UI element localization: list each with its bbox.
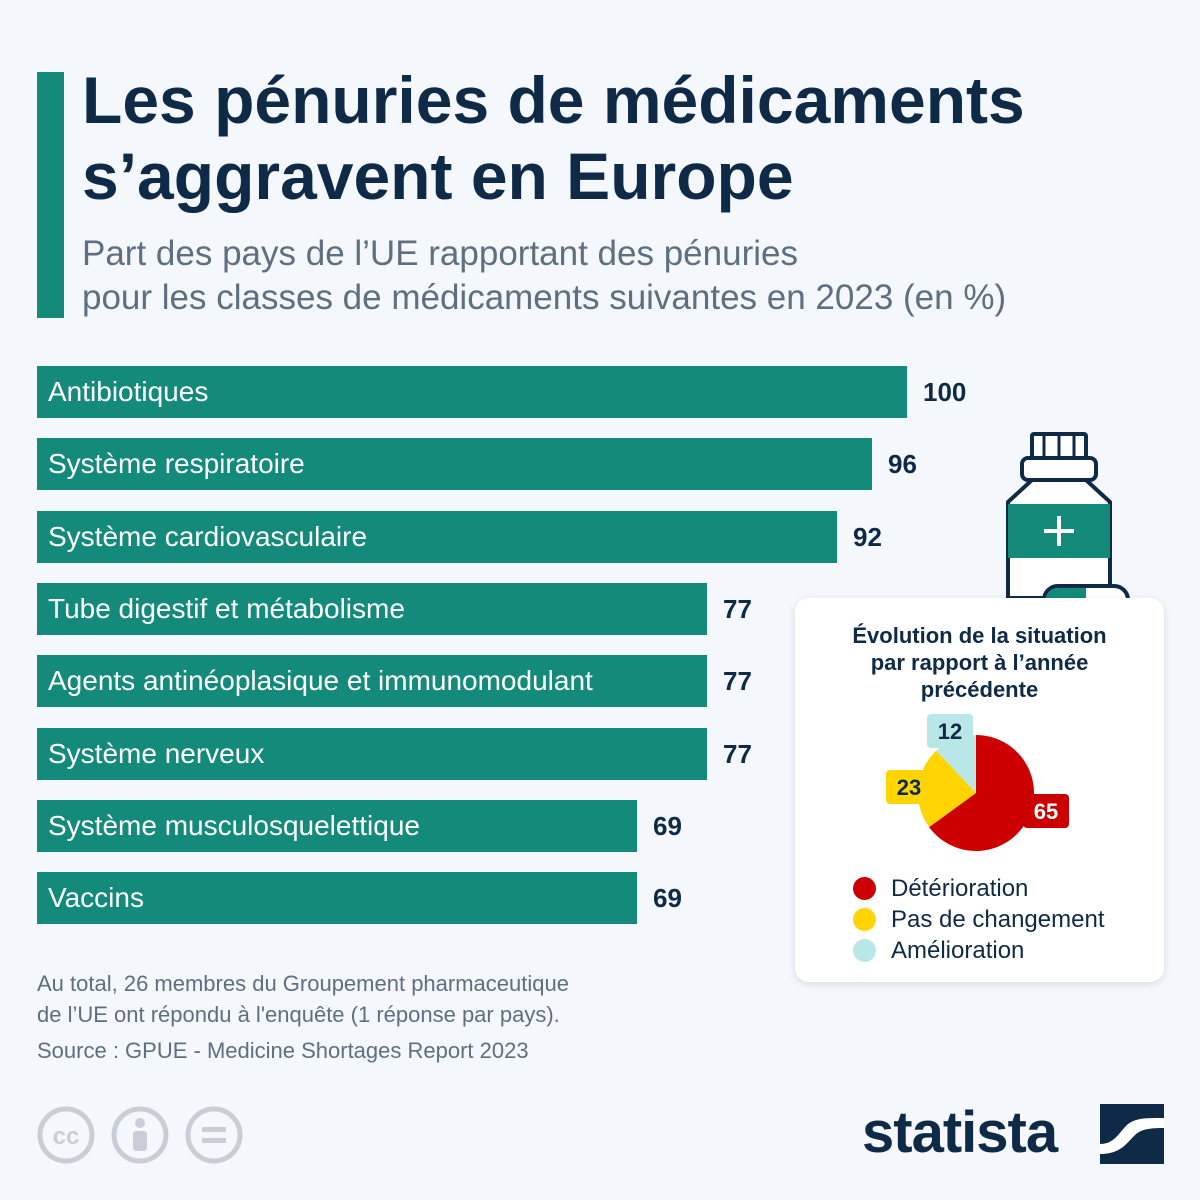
page-subtitle: Part des pays de l’UE rapportant des pén…	[82, 232, 1182, 320]
pie-chart: 65 23 12	[886, 714, 1069, 851]
statista-logo: statista	[862, 1098, 1172, 1168]
bar-value-5: 77	[723, 666, 752, 696]
title-line-1: Les pénuries de médicaments	[82, 63, 1025, 137]
bar-value-8: 69	[653, 883, 682, 913]
legend-label-no-change: Pas de changement	[891, 906, 1105, 933]
statista-logo-text: statista	[862, 1100, 1058, 1165]
bar-label-8: Vaccins	[48, 882, 144, 913]
legend-item-deterioration: Détérioration	[853, 873, 1153, 904]
bar-value-3: 92	[853, 522, 882, 552]
no-derivatives-icon	[185, 1106, 243, 1164]
footnote: Au total, 26 membres du Groupement pharm…	[37, 968, 737, 1030]
pie-value-label-deterioration: 65	[1023, 794, 1069, 828]
bar-5: Agents antinéoplasique et immunomodulant	[37, 655, 707, 707]
cc-icon: cc	[37, 1106, 95, 1164]
pie-title-line-3: précédente	[920, 677, 1039, 702]
statista-logo-icon	[1100, 1104, 1164, 1164]
bar-label-4: Tube digestif et métabolisme	[48, 593, 405, 624]
svg-text:23: 23	[897, 775, 921, 800]
svg-text:65: 65	[1034, 799, 1058, 824]
pie-slice-no-change	[918, 750, 976, 828]
bar-value-2: 96	[888, 449, 917, 479]
legend-label-improvement: Amélioration	[891, 937, 1025, 964]
bar-value-1: 100	[923, 377, 967, 407]
bar-label-7: Système musculosquelettique	[48, 810, 420, 841]
subtitle-line-1: Part des pays de l’UE rapportant des pén…	[82, 234, 798, 273]
pie-value-label-no-change: 23	[886, 770, 932, 804]
bar-4: Tube digestif et métabolisme	[37, 583, 707, 635]
title-line-2: s’aggravent en Europe	[82, 139, 794, 213]
pie-value-label-improvement: 12	[927, 714, 973, 748]
pie-slice-improvement	[936, 735, 976, 793]
legend-item-improvement: Amélioration	[853, 935, 1153, 966]
title-accent-bar	[37, 72, 64, 318]
legend-dot-improvement	[853, 939, 876, 962]
bar-6: Système nerveux	[37, 728, 707, 780]
medicine-bottle-icon	[1006, 432, 1130, 616]
license-icons: cc	[37, 1106, 243, 1164]
bar-3: Système cardiovasculaire	[37, 511, 837, 563]
svg-text:12: 12	[938, 719, 962, 744]
bar-label-3: Système cardiovasculaire	[48, 521, 368, 552]
pie-legend: Détérioration Pas de changement Améliora…	[853, 873, 1153, 966]
source-text: Source : GPUE - Medicine Shortages Repor…	[37, 1038, 529, 1063]
bar-value-4: 77	[723, 594, 752, 624]
legend-label-deterioration: Détérioration	[891, 875, 1029, 902]
bar-label-1: Antibiotiques	[48, 376, 209, 407]
legend-item-no-change: Pas de changement	[853, 904, 1153, 935]
bar-value-6: 77	[723, 739, 752, 769]
pie-title-line-2: par rapport à l’année	[870, 650, 1089, 675]
bar-value-7: 69	[653, 811, 682, 841]
page-title: Les pénuries de médicaments s’aggravent …	[82, 62, 1182, 214]
bar-label-5: Agents antinéoplasique et immunomodulant	[48, 665, 593, 696]
bar-8: Vaccins	[37, 872, 637, 924]
pie-title-line-1: Évolution de la situation	[852, 623, 1107, 648]
legend-dot-deterioration	[853, 877, 876, 900]
pie-chart-title: Évolution de la situation par rapport à …	[795, 622, 1164, 703]
pie-chart-panel: Évolution de la situation par rapport à …	[795, 598, 1164, 982]
bar-label-6: Système nerveux	[48, 738, 265, 769]
subtitle-line-2: pour les classes de médicaments suivante…	[82, 278, 1007, 317]
attribution-icon	[111, 1106, 169, 1164]
footnote-line-1: Au total, 26 membres du Groupement pharm…	[37, 971, 569, 996]
bar-chart: Antibiotiques 100 Système respiratoire 96 Sy…	[37, 366, 1037, 926]
pie-slice-deterioration	[929, 735, 1035, 851]
bar-label-2: Système respiratoire	[48, 448, 305, 479]
svg-text:cc: cc	[53, 1123, 80, 1150]
bar-2: Système respiratoire	[37, 438, 872, 490]
bar-1: Antibiotiques	[37, 366, 907, 418]
footnote-line-2: de l’UE ont répondu à l'enquête (1 répon…	[37, 1002, 560, 1027]
bar-7: Système musculosquelettique	[37, 800, 637, 852]
legend-dot-no-change	[853, 908, 876, 931]
